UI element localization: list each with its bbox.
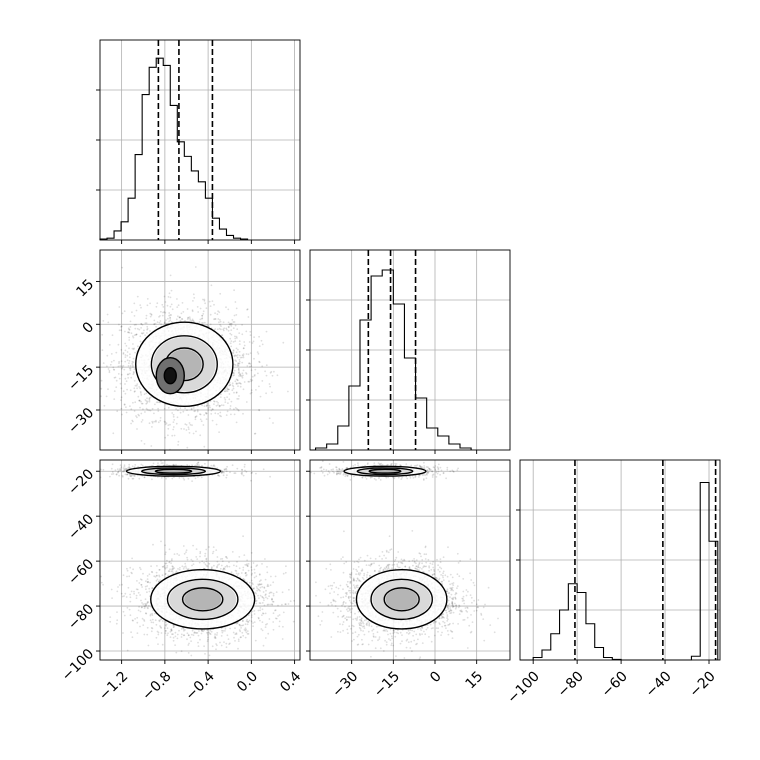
density-contour	[135, 321, 234, 408]
density-contour	[150, 335, 218, 394]
x-tick-label: 15	[463, 668, 487, 692]
density-contour	[355, 569, 448, 630]
x-tick-label: −0.4	[183, 668, 218, 703]
x-tick-label: 0.4	[277, 668, 304, 695]
axes-frame	[99, 459, 301, 661]
p3-marginal-panel	[516, 459, 721, 664]
x-tick-label: 0.0	[234, 668, 261, 695]
density-contour	[150, 569, 256, 630]
x-tick-label: −40	[643, 668, 675, 700]
x-tick-label: −80	[555, 668, 587, 700]
density-contour	[141, 467, 206, 476]
density-contour	[368, 468, 402, 474]
p3-vs-p2-panel	[306, 459, 511, 664]
plot-area	[310, 460, 510, 660]
axes-frame	[309, 459, 511, 661]
p2-marginal-panel	[306, 249, 511, 454]
density-peak	[163, 367, 177, 385]
x-tick-label: −15	[371, 668, 403, 700]
density-fill	[370, 469, 400, 473]
x-tick-label: −1.2	[96, 668, 131, 703]
y-tick-label: −30	[65, 405, 97, 437]
y-tick-label: −60	[65, 556, 97, 588]
plot-area	[100, 460, 300, 660]
y-tick-label: −100	[59, 646, 98, 685]
p2-vs-p1-panel	[96, 249, 301, 454]
axes-frame	[99, 249, 301, 451]
histogram-steps	[99, 57, 249, 240]
y-tick-label: −80	[65, 601, 97, 633]
density-fill	[385, 588, 418, 610]
x-tick-label: −100	[504, 668, 543, 707]
density-contour	[166, 578, 239, 621]
density-fill	[156, 469, 191, 473]
plot-area	[100, 250, 300, 450]
p3-vs-p1-panel	[96, 459, 301, 664]
p1-marginal-panel	[96, 39, 301, 244]
density-contour	[125, 465, 222, 477]
density-contour	[370, 578, 433, 621]
x-tick-label: −0.8	[139, 668, 174, 703]
x-tick-label: −60	[599, 668, 631, 700]
density-fill	[184, 588, 222, 610]
density-contour	[356, 467, 414, 476]
density-contour	[181, 587, 224, 612]
x-tick-label: 0	[427, 668, 445, 686]
y-tick-label: −20	[65, 466, 97, 498]
y-tick-label: 15	[73, 276, 97, 300]
density-contour	[383, 587, 420, 612]
y-tick-label: −40	[65, 511, 97, 543]
x-tick-label: −20	[687, 668, 719, 700]
histogram-steps	[520, 481, 719, 661]
y-tick-label: 0	[80, 319, 98, 337]
histogram-steps	[310, 269, 472, 451]
density-contour	[343, 465, 427, 477]
density-contour	[154, 468, 193, 474]
y-tick-label: −15	[65, 362, 97, 394]
x-tick-label: −30	[329, 668, 361, 700]
